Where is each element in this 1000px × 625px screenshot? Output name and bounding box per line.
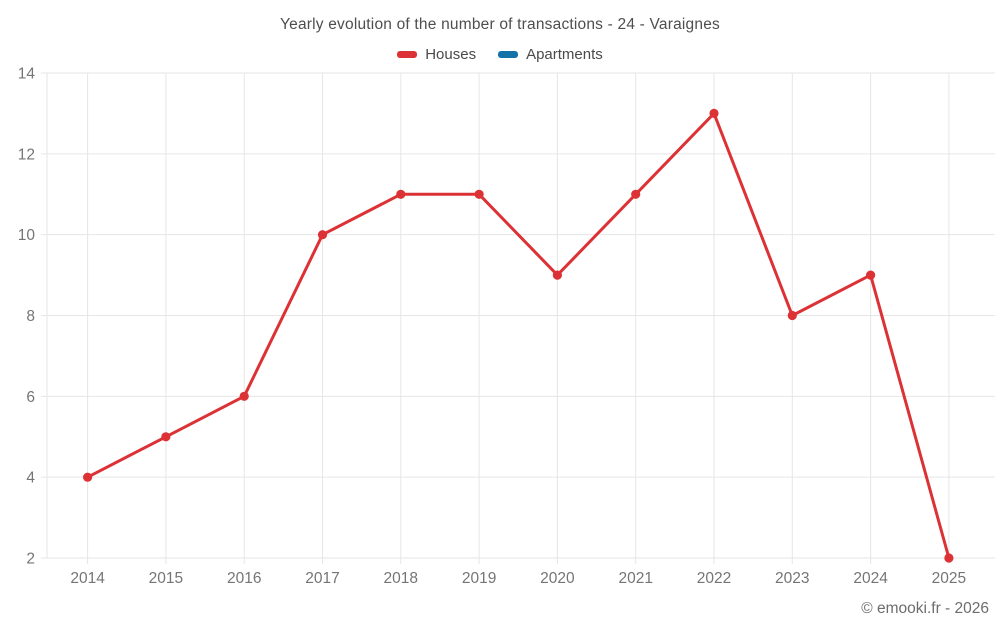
copyright-watermark: © emooki.fr - 2026: [861, 600, 989, 617]
legend-label-houses: Houses: [425, 46, 477, 63]
y-axis-tick-label: 2: [26, 551, 35, 568]
houses-data-point[interactable]: [317, 230, 328, 240]
x-axis-tick-label: 2024: [853, 570, 888, 587]
x-axis-tick-label: 2017: [305, 570, 339, 587]
x-axis-tick-label: 2015: [149, 570, 183, 587]
houses-data-point[interactable]: [944, 553, 954, 563]
x-axis-tick-label: 2021: [618, 570, 652, 587]
y-axis-tick-label: 8: [26, 308, 35, 325]
houses-data-point[interactable]: [552, 270, 563, 280]
legend-label-apartments: Apartments: [526, 46, 603, 63]
x-axis-tick-label: 2019: [462, 570, 496, 587]
x-axis-tick-label: 2020: [540, 570, 575, 587]
y-axis-tick-label: 6: [26, 389, 35, 406]
houses-data-point[interactable]: [396, 189, 406, 199]
houses-series-swatch-icon: [397, 51, 418, 58]
y-axis-tick-label: 4: [26, 470, 35, 487]
houses-data-point[interactable]: [239, 391, 249, 401]
houses-data-point[interactable]: [83, 472, 93, 482]
y-axis-tick-label: 12: [18, 146, 35, 163]
x-axis-tick-label: 2014: [70, 570, 105, 587]
y-axis-tick-label: 14: [18, 66, 36, 83]
houses-data-point[interactable]: [866, 270, 876, 280]
houses-series-line: [86, 111, 951, 560]
legend-item-houses[interactable]: Houses: [397, 46, 476, 63]
houses-data-point[interactable]: [161, 432, 171, 442]
x-axis-tick-label: 2023: [775, 570, 809, 587]
apartments-series-swatch-icon: [498, 51, 519, 58]
x-axis-tick-label: 2018: [384, 570, 418, 587]
y-axis-tick-label: 10: [18, 227, 36, 244]
legend-item-apartments[interactable]: Apartments: [498, 46, 603, 63]
houses-data-point[interactable]: [709, 108, 719, 118]
chart-title: Yearly evolution of the number of transa…: [280, 16, 720, 33]
legend: Houses Apartments: [0, 46, 1000, 63]
x-axis-tick-label: 2022: [697, 570, 731, 587]
houses-data-point[interactable]: [474, 189, 484, 199]
x-axis-tick-label: 2016: [227, 570, 261, 587]
x-axis-tick-label: 2025: [932, 570, 966, 587]
houses-data-point[interactable]: [787, 310, 797, 321]
houses-data-point[interactable]: [631, 189, 641, 199]
